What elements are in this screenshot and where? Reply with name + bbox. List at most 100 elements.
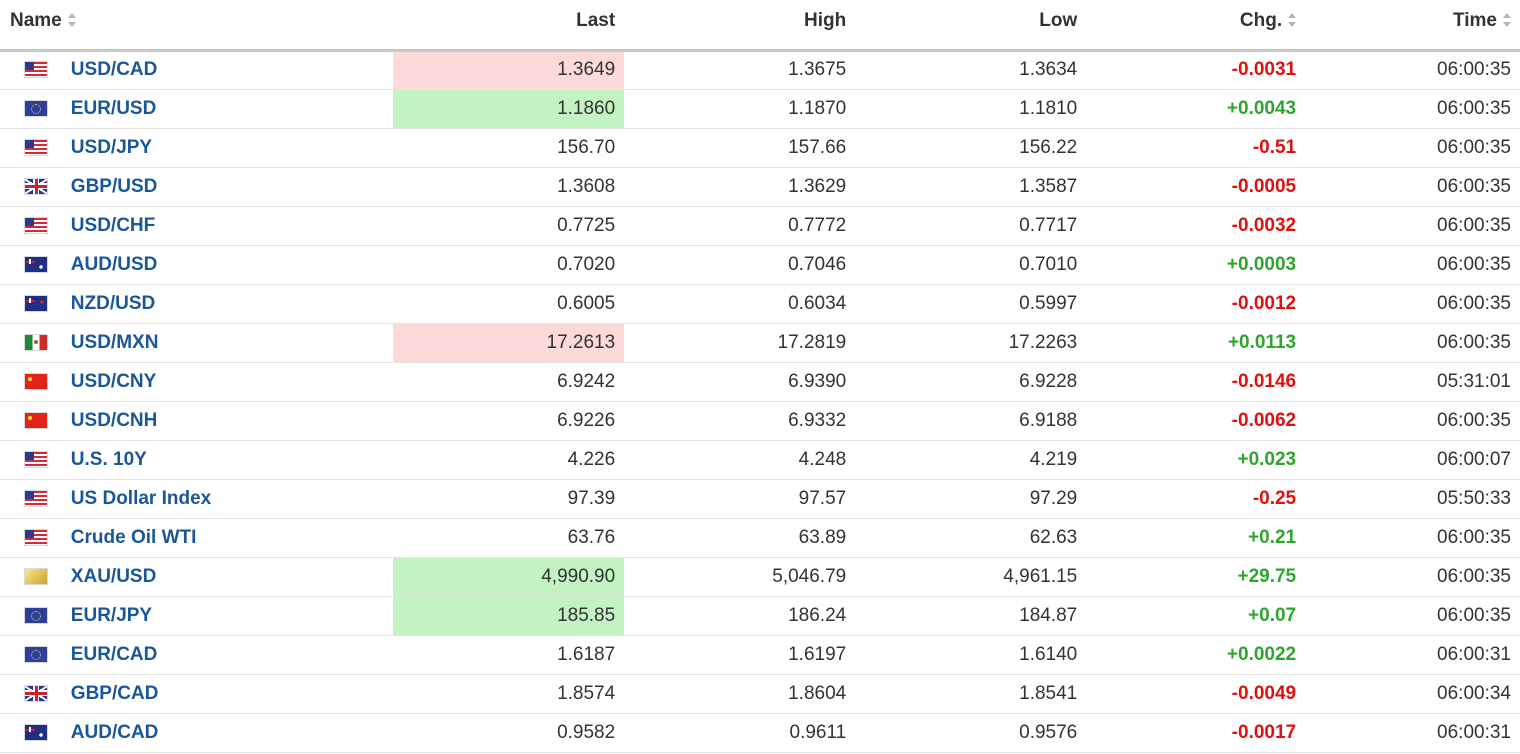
us-flag-icon bbox=[25, 529, 47, 545]
last-value: 0.6005 bbox=[393, 284, 625, 324]
column-header-chg-label: Chg. bbox=[1239, 10, 1283, 31]
high-value: 1.1870 bbox=[624, 89, 856, 129]
xau-gold-icon bbox=[25, 568, 47, 584]
table-row: USD/JPY 156.70 157.66 156.22 -0.51 06:00… bbox=[0, 128, 1520, 168]
au-flag-icon bbox=[25, 724, 47, 740]
last-value: 17.2613 bbox=[393, 323, 625, 363]
last-value: 1.6187 bbox=[393, 635, 625, 675]
time-value: 06:00:35 bbox=[1305, 518, 1520, 558]
low-value: 0.7717 bbox=[855, 206, 1087, 246]
last-value: 1.8574 bbox=[393, 674, 625, 714]
time-value: 05:50:33 bbox=[1305, 479, 1520, 519]
instrument-name-link[interactable]: GBP/CAD bbox=[70, 682, 159, 704]
low-value: 6.9228 bbox=[855, 362, 1087, 402]
high-value: 0.9611 bbox=[624, 713, 856, 753]
instrument-name-link[interactable]: USD/CNY bbox=[70, 370, 157, 392]
column-header-last: Last bbox=[393, 0, 625, 52]
time-value: 06:00:35 bbox=[1305, 89, 1520, 129]
column-header-chg[interactable]: Chg. bbox=[1086, 0, 1306, 52]
high-value: 0.7046 bbox=[624, 245, 856, 285]
high-value: 1.3629 bbox=[624, 167, 856, 207]
last-value: 0.9582 bbox=[393, 713, 625, 753]
gb-flag-icon bbox=[25, 178, 47, 194]
column-header-low-label: Low bbox=[1039, 10, 1078, 31]
instrument-name-link[interactable]: Crude Oil WTI bbox=[70, 526, 197, 548]
high-value: 1.6197 bbox=[624, 635, 856, 675]
name-cell: USD/MXN bbox=[60, 323, 394, 363]
high-value: 4.248 bbox=[624, 440, 856, 480]
mx-flag-icon bbox=[25, 334, 47, 350]
high-value: 0.6034 bbox=[624, 284, 856, 324]
column-header-last-label: Last bbox=[576, 10, 616, 31]
name-cell: EUR/CAD bbox=[60, 635, 394, 675]
table-row: USD/MXN 17.2613 17.2819 17.2263 +0.0113 … bbox=[0, 323, 1520, 363]
table-row: U.S. 10Y 4.226 4.248 4.219 +0.023 06:00:… bbox=[0, 440, 1520, 480]
table-row: GBP/CAD 1.8574 1.8604 1.8541 -0.0049 06:… bbox=[0, 674, 1520, 714]
eu-flag-icon bbox=[25, 646, 47, 662]
eu-flag-icon bbox=[25, 607, 47, 623]
instrument-name-link[interactable]: US Dollar Index bbox=[70, 487, 212, 509]
low-value: 4.219 bbox=[855, 440, 1087, 480]
table-row: US Dollar Index 97.39 97.57 97.29 -0.25 … bbox=[0, 479, 1520, 519]
instrument-name-link[interactable]: EUR/USD bbox=[70, 97, 157, 119]
nz-flag-icon bbox=[25, 295, 47, 311]
instrument-name-link[interactable]: GBP/USD bbox=[70, 175, 158, 197]
change-value: -0.0017 bbox=[1086, 713, 1306, 753]
time-value: 06:00:31 bbox=[1305, 635, 1520, 675]
instrument-name-link[interactable]: U.S. 10Y bbox=[70, 448, 147, 470]
time-value: 05:31:01 bbox=[1305, 362, 1520, 402]
low-value: 6.9188 bbox=[855, 401, 1087, 441]
sort-icon[interactable] bbox=[1503, 13, 1511, 27]
instrument-name-link[interactable]: USD/CHF bbox=[70, 214, 156, 236]
column-header-time[interactable]: Time bbox=[1305, 0, 1520, 52]
low-value: 17.2263 bbox=[855, 323, 1087, 363]
high-value: 6.9390 bbox=[624, 362, 856, 402]
name-cell: GBP/CAD bbox=[60, 674, 394, 714]
flag-cell bbox=[0, 89, 61, 129]
name-cell: EUR/USD bbox=[60, 89, 394, 129]
instrument-name-link[interactable]: AUD/CAD bbox=[70, 721, 159, 743]
low-value: 97.29 bbox=[855, 479, 1087, 519]
instrument-name-link[interactable]: USD/MXN bbox=[70, 331, 159, 353]
column-header-low: Low bbox=[855, 0, 1087, 52]
column-header-name[interactable]: Name bbox=[0, 0, 394, 52]
sort-icon[interactable] bbox=[1288, 13, 1297, 27]
table-row: USD/CHF 0.7725 0.7772 0.7717 -0.0032 06:… bbox=[0, 206, 1520, 246]
last-value: 97.39 bbox=[393, 479, 625, 519]
table-row: USD/CNH 6.9226 6.9332 6.9188 -0.0062 06:… bbox=[0, 401, 1520, 441]
instrument-name-link[interactable]: XAU/USD bbox=[70, 565, 157, 587]
low-value: 184.87 bbox=[855, 596, 1087, 636]
table-row: AUD/CAD 0.9582 0.9611 0.9576 -0.0017 06:… bbox=[0, 713, 1520, 753]
instrument-name-link[interactable]: USD/CNH bbox=[70, 409, 158, 431]
instrument-name-link[interactable]: EUR/JPY bbox=[70, 604, 153, 626]
low-value: 4,961.15 bbox=[855, 557, 1087, 597]
name-cell: U.S. 10Y bbox=[60, 440, 394, 480]
instrument-name-link[interactable]: AUD/USD bbox=[70, 253, 158, 275]
name-cell: XAU/USD bbox=[60, 557, 394, 597]
instrument-name-link[interactable]: NZD/USD bbox=[70, 292, 156, 314]
table-row: AUD/USD 0.7020 0.7046 0.7010 +0.0003 06:… bbox=[0, 245, 1520, 285]
time-value: 06:00:35 bbox=[1305, 167, 1520, 207]
table-header-row: Name Last High Low Chg. Time bbox=[0, 0, 1520, 52]
sort-icon[interactable] bbox=[67, 13, 76, 27]
time-value: 06:00:35 bbox=[1305, 284, 1520, 324]
change-value: +0.0022 bbox=[1086, 635, 1306, 675]
time-value: 06:00:07 bbox=[1305, 440, 1520, 480]
low-value: 0.5997 bbox=[855, 284, 1087, 324]
last-value: 63.76 bbox=[393, 518, 625, 558]
instrument-name-link[interactable]: USD/CAD bbox=[70, 59, 158, 80]
table-row: NZD/USD 0.6005 0.6034 0.5997 -0.0012 06:… bbox=[0, 284, 1520, 324]
table-row: USD/CAD 1.3649 1.3675 1.3634 -0.0031 06:… bbox=[0, 50, 1520, 90]
name-cell: USD/CHF bbox=[60, 206, 394, 246]
instrument-name-link[interactable]: USD/JPY bbox=[70, 136, 153, 158]
change-value: +29.75 bbox=[1086, 557, 1306, 597]
change-value: -0.0012 bbox=[1086, 284, 1306, 324]
low-value: 0.9576 bbox=[855, 713, 1087, 753]
change-value: +0.21 bbox=[1086, 518, 1306, 558]
change-value: -0.51 bbox=[1086, 128, 1306, 168]
low-value: 1.6140 bbox=[855, 635, 1087, 675]
change-value: -0.25 bbox=[1086, 479, 1306, 519]
instrument-name-link[interactable]: EUR/CAD bbox=[70, 643, 158, 665]
flag-cell bbox=[0, 674, 61, 714]
table-row: EUR/JPY 185.85 186.24 184.87 +0.07 06:00… bbox=[0, 596, 1520, 636]
